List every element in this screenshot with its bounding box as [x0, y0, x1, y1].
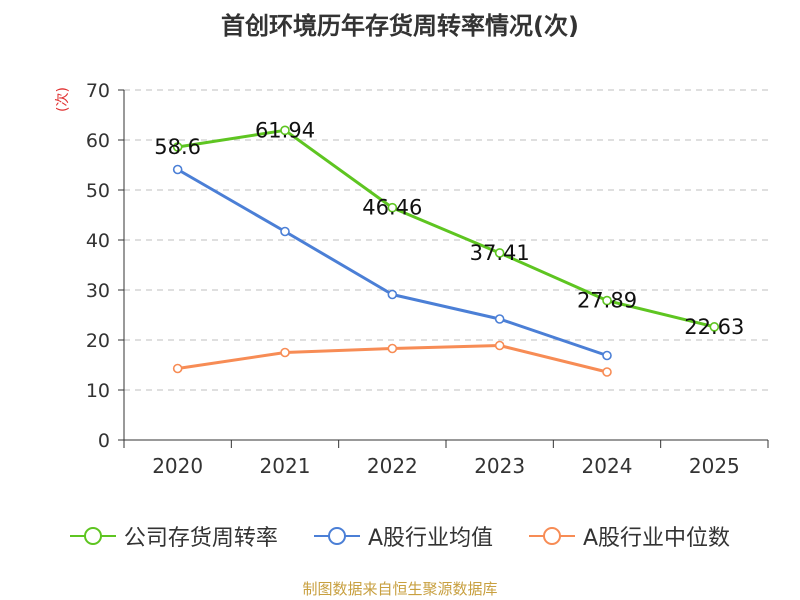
y-tick-label: 40 [86, 230, 110, 252]
y-tick-label: 20 [86, 330, 110, 352]
y-tick-label: 10 [86, 380, 110, 402]
x-tick-label: 2022 [367, 454, 418, 478]
legend-item-industry-median[interactable]: A股行业中位数 [529, 520, 730, 552]
legend-label-company: 公司存货周转率 [123, 526, 278, 551]
data-point [602, 367, 612, 377]
data-point [602, 350, 612, 361]
data-point [280, 226, 290, 237]
data-point [172, 363, 183, 374]
x-tick-label: 2021 [260, 454, 311, 478]
gridlines [124, 89, 768, 391]
data-point [172, 164, 183, 175]
data-point [387, 202, 398, 213]
legend-line-circle-icon [69, 527, 116, 545]
series-line [177, 128, 715, 329]
x-tick-label: 2023 [474, 454, 525, 478]
y-tick-label: 50 [86, 180, 110, 202]
data-label: 46.46 [362, 196, 422, 220]
data-point [387, 289, 398, 300]
y-tick-label: 60 [86, 130, 110, 152]
x-tick-label: 2020 [152, 454, 203, 478]
data-point [602, 295, 612, 306]
data-point [709, 322, 720, 332]
data-label: 27.89 [577, 289, 637, 313]
legend-label-industry-mean: A股行业均值 [367, 526, 493, 551]
chart-title: 首创环境历年存货周转率情况(次) [221, 12, 579, 40]
axes: 0 10 20 30 40 50 60 70 2020 2021 2022 2023 2024 2025 [86, 80, 769, 478]
legend-line-circle-icon [529, 527, 575, 545]
legend-item-industry-mean[interactable]: A股行业均值 [313, 520, 493, 552]
data-labels: 58.6 61.94 46.46 37.41 27.89 22.63 [154, 118, 744, 339]
data-point [494, 248, 505, 258]
legend-label-industry-median: A股行业中位数 [583, 526, 731, 551]
data-point [172, 142, 183, 152]
data-point [494, 314, 505, 324]
legend: 公司存货周转率 A股行业均值 A股行业中位数 [0, 520, 800, 552]
data-point [280, 125, 290, 136]
legend-line-circle-icon [313, 527, 360, 545]
data-point [387, 343, 398, 354]
x-tick-label: 2025 [689, 454, 740, 478]
x-tick-label: 2024 [582, 454, 633, 478]
data-label: 58.6 [154, 135, 201, 159]
source-note: 制图数据来自恒生聚源数据库 [302, 580, 498, 598]
data-point [494, 340, 505, 351]
legend-item-company[interactable]: 公司存货周转率 [69, 520, 278, 552]
data-label: 61.94 [255, 118, 315, 142]
data-label: 22.63 [684, 315, 744, 339]
y-tick-label: 30 [86, 280, 110, 302]
series-lines [172, 125, 720, 377]
y-tick-label: 70 [86, 80, 110, 102]
y-axis-label: (次) [55, 87, 71, 112]
y-tick-label: 0 [98, 430, 110, 452]
data-point [280, 347, 290, 358]
data-label: 37.41 [470, 241, 530, 265]
